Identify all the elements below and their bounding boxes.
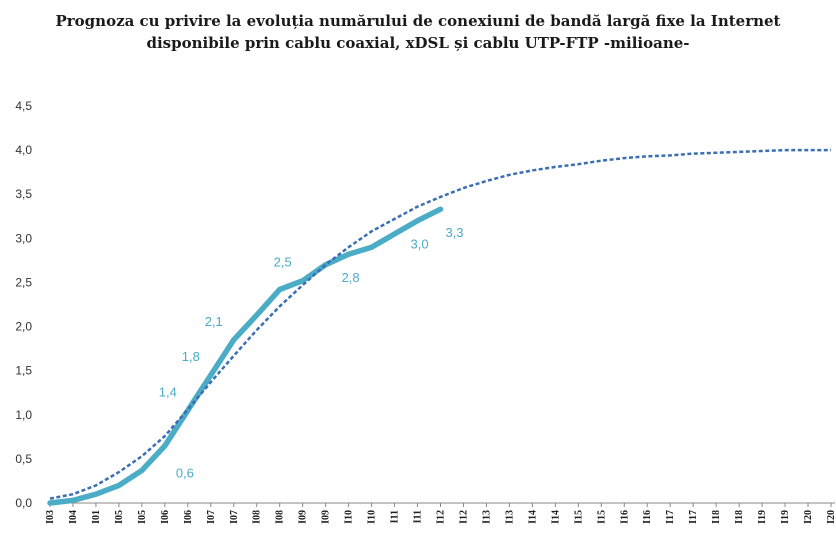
chart-title-line-2: disponibile prin cablu coaxial, xDSL și …: [146, 34, 690, 52]
data-label: 1,4: [159, 384, 177, 399]
x-tick-label: I18: [711, 510, 722, 524]
data-label: 0,6: [176, 466, 194, 481]
x-tick-label: I14: [527, 510, 538, 524]
x-tick-label: I08: [275, 510, 286, 524]
x-tick-label: I15: [573, 510, 584, 524]
y-tick-label: 0,0: [15, 496, 32, 510]
x-tick-label: I17: [688, 510, 699, 524]
x-tick-label: I19: [757, 510, 768, 524]
x-tick-label: I04: [68, 510, 79, 524]
x-tick-label: I11: [390, 510, 401, 523]
series-line-dashed: [49, 148, 831, 500]
y-tick-label: 1,0: [15, 408, 32, 422]
x-tick-label: I12: [458, 510, 469, 524]
x-tick-label: I13: [481, 510, 492, 524]
x-tick-label: I10: [344, 510, 355, 524]
x-tick-label: I16: [619, 510, 630, 524]
data-label: 3,3: [445, 225, 463, 240]
y-tick-label: 4,5: [15, 99, 32, 113]
x-tick-label: I06: [160, 510, 171, 524]
y-tick-label: 3,5: [15, 187, 32, 201]
x-tick-label: I11: [413, 510, 424, 523]
y-tick-label: 3,0: [15, 231, 32, 245]
x-tick-label: I18: [734, 510, 745, 524]
data-label: 1,8: [182, 349, 200, 364]
x-tick-label: I15: [596, 510, 607, 524]
x-tick-label: I05: [114, 510, 125, 524]
x-tick-label: I19: [780, 510, 791, 524]
x-tick-label: I05: [137, 510, 148, 524]
x-tick-label: I07: [206, 510, 217, 524]
x-axis-ticks: I03 I04 I01 I05 I05 I06 I06 I07 I07 I08 I08 I09 I09 I…: [45, 503, 836, 524]
y-tick-label: 2,0: [15, 320, 32, 334]
data-label: 2,1: [205, 314, 223, 329]
y-tick-label: 1,5: [15, 364, 32, 378]
x-tick-label: I06: [183, 510, 194, 524]
x-tick-label: I08: [252, 510, 263, 524]
y-tick-label: 2,5: [15, 275, 32, 289]
data-label: 2,8: [342, 270, 360, 285]
chart-title: Prognoza cu privire la evoluția numărulu…: [0, 10, 836, 54]
x-tick-label: I03: [45, 510, 56, 524]
series-layer: [47, 148, 831, 506]
x-tick-label: I09: [321, 510, 332, 524]
series-line-solid: [47, 206, 444, 506]
data-label: 2,5: [274, 255, 292, 270]
x-tick-label: I14: [550, 510, 561, 524]
chart-title-line-1: Prognoza cu privire la evoluția numărulu…: [55, 12, 781, 30]
data-labels-layer: 0,6 1,4 1,8 2,1 2,5 2,8 3,0 3,3: [159, 225, 464, 480]
x-tick-label: I12: [436, 510, 447, 524]
y-tick-label: 4,0: [15, 143, 32, 157]
x-tick-label: I20: [826, 510, 836, 524]
x-tick-label: I13: [504, 510, 515, 524]
x-tick-label: I07: [229, 510, 240, 524]
data-label: 3,0: [410, 237, 428, 252]
y-tick-label: 0,5: [15, 452, 32, 466]
x-tick-label: I16: [642, 510, 653, 524]
x-tick-label: I01: [91, 510, 102, 524]
x-tick-label: I10: [367, 510, 378, 524]
x-tick-label: I20: [803, 510, 814, 524]
x-tick-label: I09: [298, 510, 309, 524]
y-axis-ticks: 0,0 0,5 1,0 1,5 2,0 2,5 3,0 3,5 4,0 4,5: [15, 99, 32, 510]
x-tick-label: I17: [665, 510, 676, 524]
